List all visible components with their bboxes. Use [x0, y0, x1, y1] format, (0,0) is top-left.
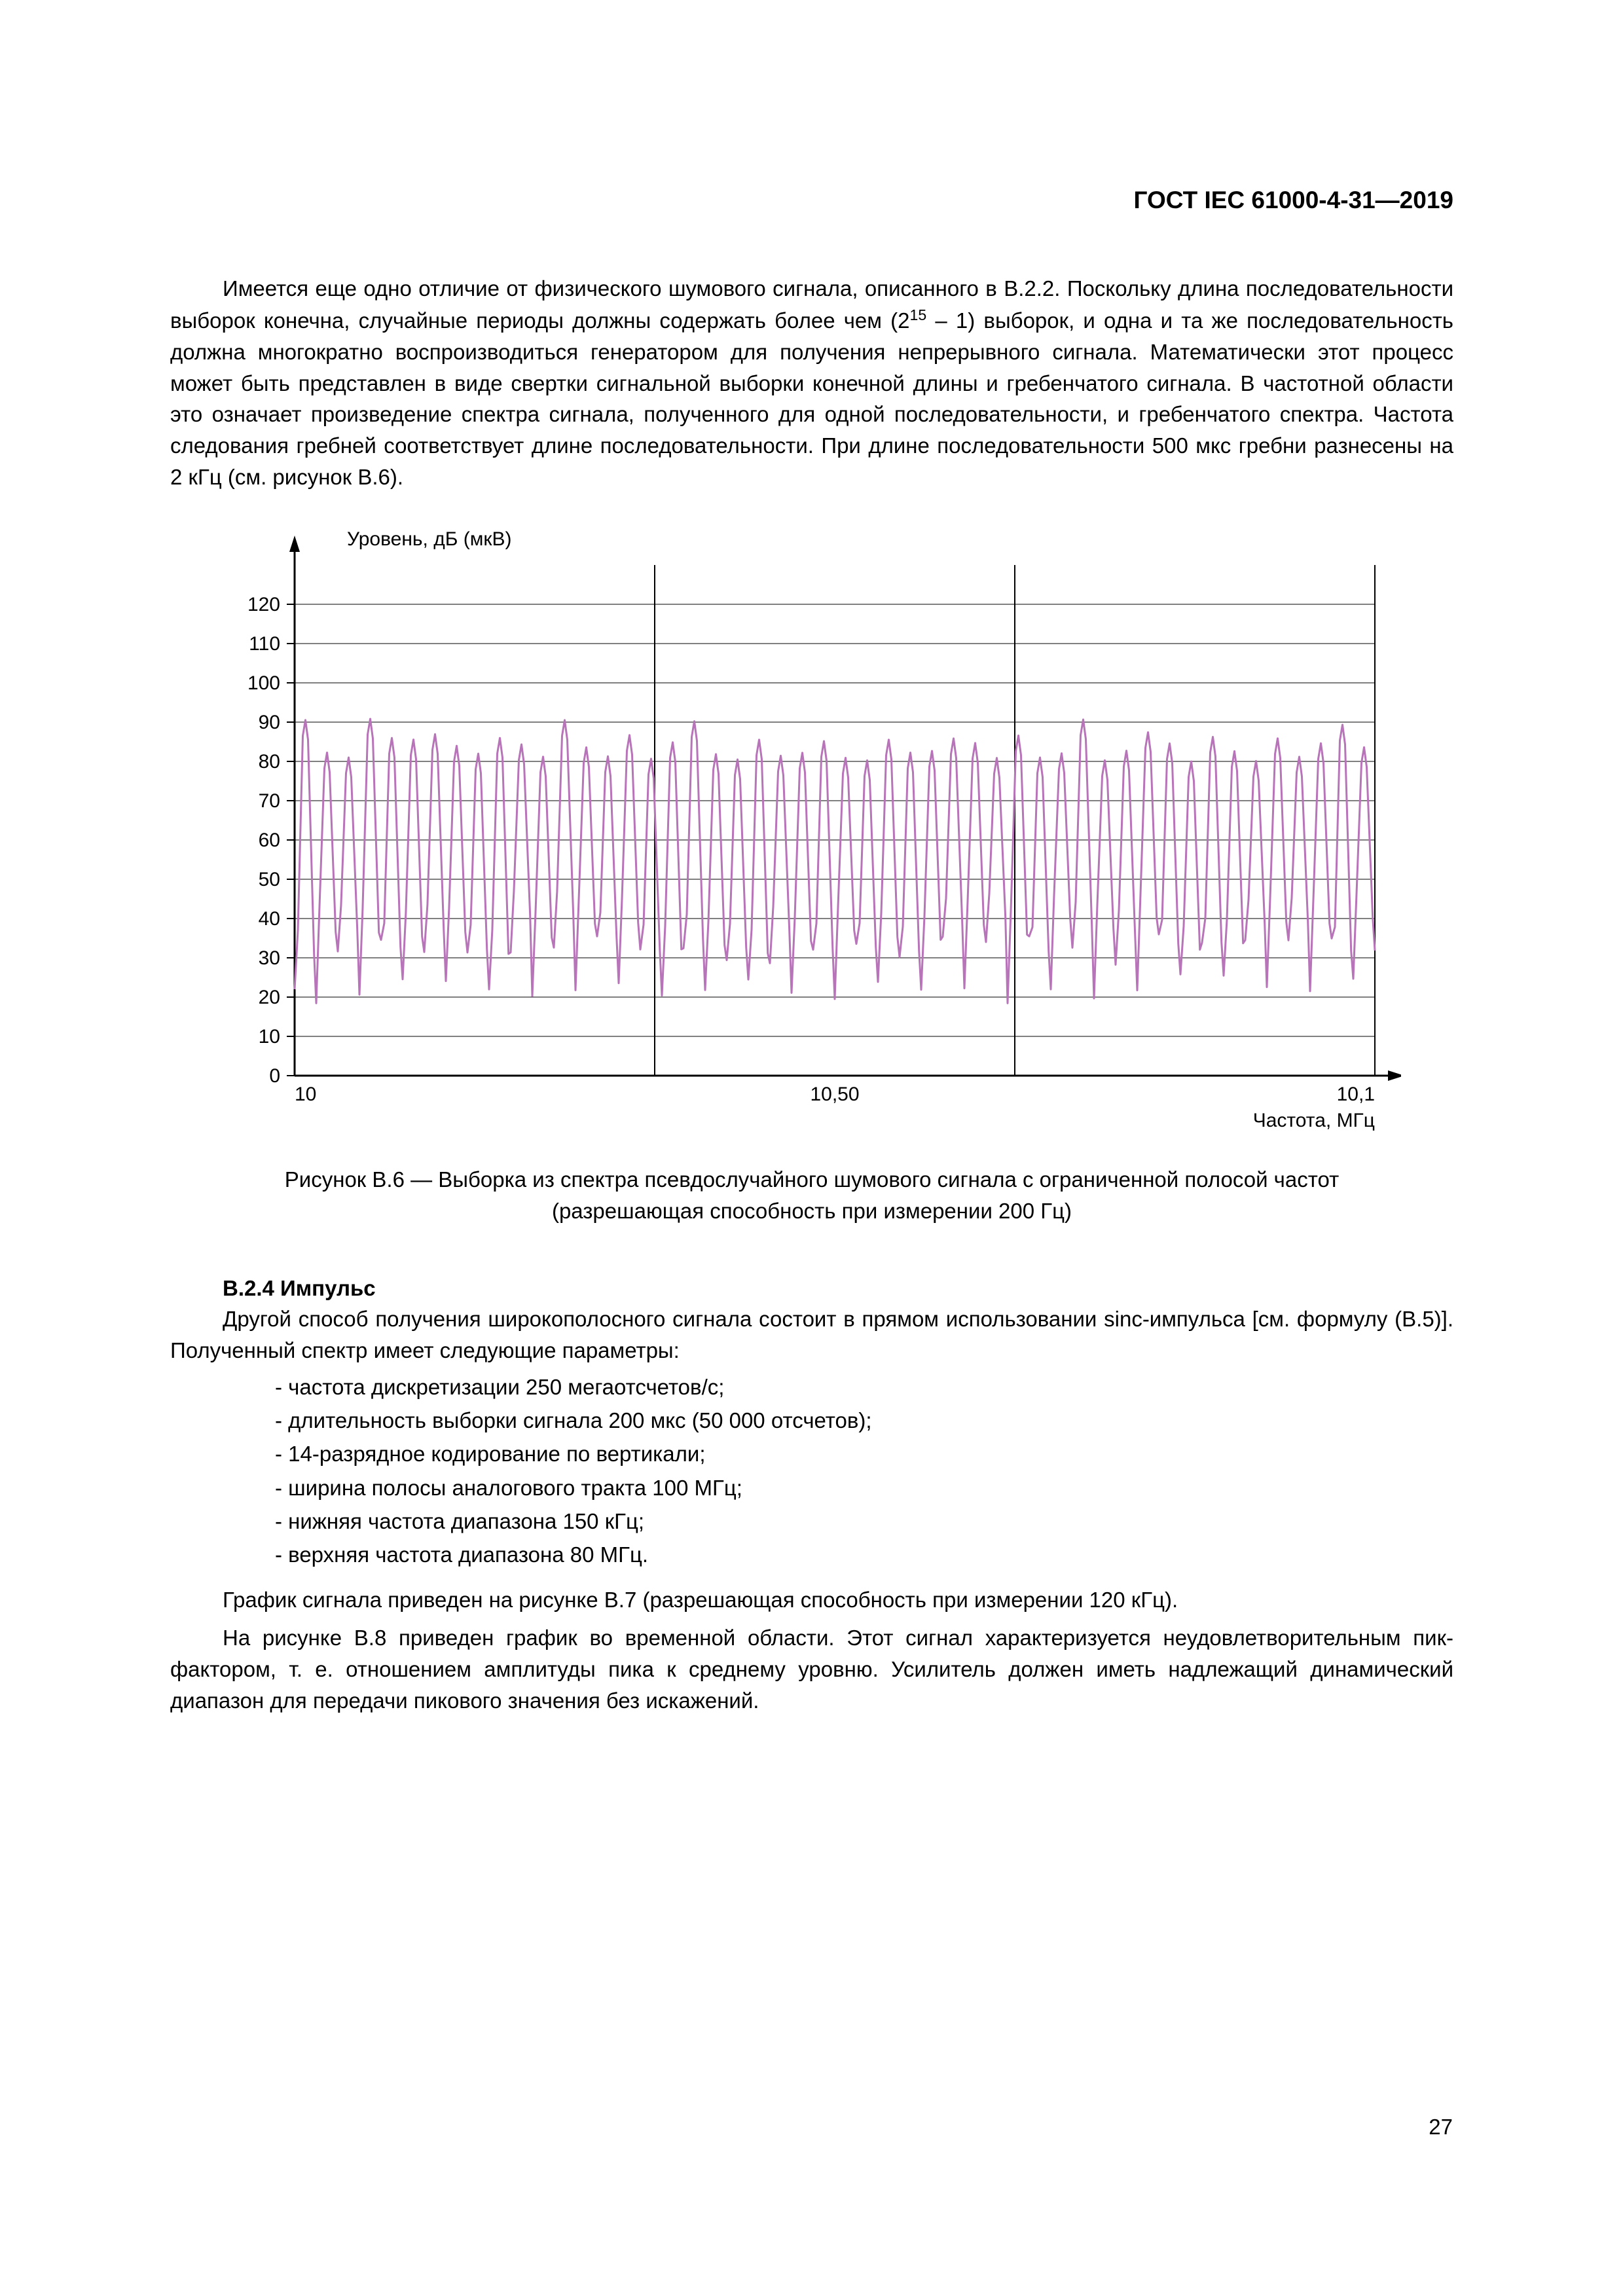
- section-heading-row: B.2.4 Импульс: [170, 1273, 1453, 1304]
- list-item: 14-разрядное кодирование по вертикали;: [170, 1437, 1453, 1470]
- section-title: Импульс: [280, 1276, 376, 1300]
- list-item: верхняя частота диапазона 80 МГц.: [170, 1538, 1453, 1571]
- svg-text:20: 20: [259, 987, 280, 1008]
- svg-text:120: 120: [247, 594, 280, 615]
- caption-line-2: (разрешающая способность при измерении 2…: [552, 1199, 1072, 1223]
- caption-line-1: Рисунок В.6 — Выборка из спектра псевдос…: [285, 1167, 1339, 1192]
- svg-text:110: 110: [249, 633, 280, 655]
- page-container: ГОСТ IEC 61000-4-31—2019 Имеется еще одн…: [170, 187, 1453, 1736]
- list-item: длительность выборки сигнала 200 мкс (50…: [170, 1404, 1453, 1437]
- svg-text:60: 60: [259, 829, 280, 851]
- svg-text:0: 0: [269, 1065, 280, 1087]
- page-number: 27: [1429, 2115, 1453, 2140]
- list-item: частота дискретизации 250 мегаотсчетов/с…: [170, 1370, 1453, 1404]
- svg-text:10: 10: [259, 1026, 280, 1048]
- svg-text:30: 30: [259, 947, 280, 969]
- paragraph-1: Имеется еще одно отличие от физического …: [170, 273, 1453, 493]
- svg-text:90: 90: [259, 712, 280, 733]
- svg-text:10,1: 10,1: [1337, 1084, 1375, 1105]
- list-item: нижняя частота диапазона 150 кГц;: [170, 1504, 1453, 1538]
- svg-text:40: 40: [259, 908, 280, 930]
- figure-caption: Рисунок В.6 — Выборка из спектра псевдос…: [170, 1164, 1453, 1227]
- svg-text:Уровень, дБ (мкВ): Уровень, дБ (мкВ): [347, 528, 512, 550]
- svg-text:100: 100: [247, 672, 280, 694]
- paragraph-3: График сигнала приведен на рисунке В.7 (…: [170, 1584, 1453, 1616]
- svg-text:50: 50: [259, 869, 280, 890]
- standard-id: ГОСТ IEC 61000-4-31—2019: [170, 187, 1453, 214]
- list-item: ширина полосы аналогового тракта 100 МГц…: [170, 1471, 1453, 1504]
- paragraph-4: На рисунке В.8 приведен график во времен…: [170, 1622, 1453, 1717]
- spectrum-chart: 0 10 20 30 40 50 60 70 80 90 100 110 120 10 10,50 10,1 У…: [223, 519, 1401, 1138]
- parameter-list: частота дискретизации 250 мегаотсчетов/с…: [170, 1370, 1453, 1571]
- svg-text:Частота, МГц: Частота, МГц: [1253, 1110, 1375, 1131]
- svg-text:80: 80: [259, 751, 280, 773]
- chart-svg: 0 10 20 30 40 50 60 70 80 90 100 110 120 10 10,50 10,1 У…: [223, 519, 1401, 1135]
- svg-text:10,50: 10,50: [810, 1084, 859, 1105]
- paragraph-2: Другой способ получения широкополосного …: [170, 1303, 1453, 1366]
- section-number: B.2.4: [223, 1276, 274, 1300]
- svg-text:70: 70: [259, 790, 280, 812]
- svg-text:10: 10: [295, 1084, 316, 1105]
